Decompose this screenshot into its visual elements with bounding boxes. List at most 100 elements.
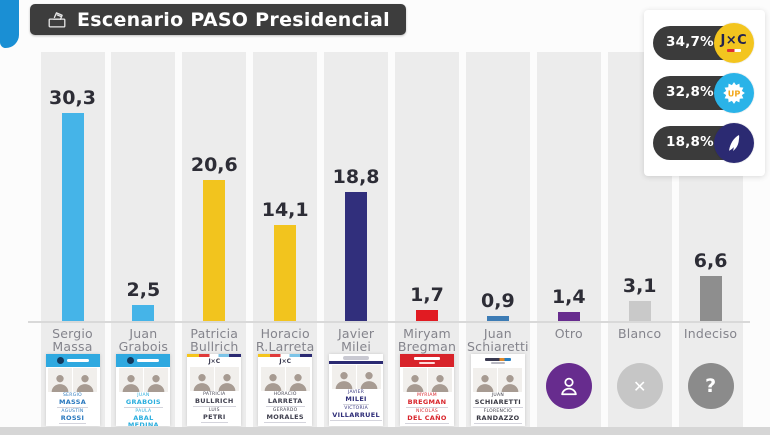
candidate-photo bbox=[331, 365, 356, 389]
bar-value-indeciso: 6,6 bbox=[693, 250, 728, 273]
ballot-box-icon bbox=[46, 9, 68, 31]
legend-item-2: 18,8% bbox=[653, 123, 765, 163]
category-label-massa: Sergio Massa bbox=[52, 326, 93, 354]
ticket-last-name: BULLRICH bbox=[193, 397, 236, 408]
candidate-photo bbox=[356, 365, 381, 389]
ticket-name: MYRIAM BREGMAN bbox=[405, 393, 449, 409]
question-icon: ? bbox=[687, 363, 734, 409]
ticket-first-name: JAVIER bbox=[347, 390, 365, 395]
ticket-first-name: LUIS bbox=[208, 408, 220, 414]
ticket-name: PAULA ABAL MEDINA bbox=[116, 409, 170, 426]
bar-value-schiaretti: 0,9 bbox=[481, 289, 515, 312]
category-label-bregman: Miryam Bregman bbox=[397, 326, 457, 354]
candidate-photos bbox=[260, 367, 310, 391]
up-logo-dot bbox=[56, 357, 64, 364]
title-bar: Escenario PASO Presidencial bbox=[30, 4, 406, 35]
candidate-photo bbox=[260, 367, 285, 391]
candidate-photo bbox=[73, 368, 97, 392]
legend-item-1: 32,8% UP bbox=[653, 73, 765, 113]
bar-value-milei: 18,8 bbox=[332, 166, 380, 189]
ticket-first-name: VICTORIA bbox=[344, 406, 368, 412]
bar-larreta bbox=[274, 224, 297, 322]
ballot-card-massa: SERGIO MASSA AGUSTÍN ROSSI bbox=[45, 354, 100, 426]
fit-logo-bar bbox=[414, 357, 440, 360]
up-sun-logo: UP bbox=[713, 73, 754, 113]
bar-value-otro: 1,4 bbox=[551, 286, 586, 309]
ticket-name: VICTORIA VILLARRUEL bbox=[330, 406, 382, 422]
up-logo-bar bbox=[66, 359, 89, 362]
ticket-first-name: HORACIO bbox=[273, 392, 297, 397]
ticket-last-name: BREGMAN bbox=[405, 398, 449, 409]
up-logo-dot bbox=[127, 357, 135, 364]
ticket-first-name: MYRIAM bbox=[417, 393, 437, 398]
x-axis-line bbox=[28, 321, 750, 323]
ticket-last-name: GRABOIS bbox=[123, 398, 163, 409]
ballot-card-grabois: JUAN GRABOIS PAULA ABAL MEDINA bbox=[116, 354, 171, 426]
ticket-first-name: FLORENCIO bbox=[483, 409, 513, 415]
category-label-grabois: Juan Grabois bbox=[118, 326, 169, 354]
ticket-last-name: LARRETA bbox=[265, 397, 305, 408]
ballot-card-schiaretti: JUAN SCHIARETTI FLORENCIO RANDAZZO bbox=[470, 354, 525, 426]
ticket-last-name: ROSSI bbox=[58, 414, 87, 425]
fit-party-band bbox=[400, 354, 454, 367]
ticket-name: PATRICIA BULLRICH bbox=[193, 392, 236, 408]
ticket-name: JUAN GRABOIS bbox=[123, 393, 163, 409]
ticket-first-name: PAULA bbox=[135, 409, 152, 415]
bar-schiaretti bbox=[486, 315, 509, 322]
blue-corner-tab bbox=[0, 0, 19, 48]
person-icon bbox=[545, 363, 592, 409]
feather-logo bbox=[713, 123, 754, 163]
ticket-name: JUAN SCHIARETTI bbox=[472, 393, 523, 409]
candidate-photos bbox=[331, 365, 381, 389]
category-label-indeciso: Indeciso bbox=[683, 326, 738, 341]
up-party-band bbox=[116, 354, 171, 367]
category-label-bullrich: Patricia Bullrich bbox=[190, 326, 239, 354]
ticket-name: LUIS PETRI bbox=[201, 408, 228, 424]
ballot-card-milei: JAVIER MILEI VICTORIA VILLARRUEL bbox=[329, 354, 384, 426]
bar-value-larreta: 14,1 bbox=[261, 198, 309, 221]
ticket-last-name: SCHIARETTI bbox=[472, 398, 523, 409]
ballot-card-larreta: J×C HORACIO LARRETA GERARDO MORALES bbox=[258, 354, 313, 426]
jxc-color-stripe bbox=[187, 354, 242, 357]
ticket-last-name: MILEI bbox=[343, 395, 369, 406]
candidate-photos bbox=[402, 368, 452, 392]
category-label-milei: Javier Milei bbox=[337, 326, 375, 354]
candidate-photos bbox=[189, 367, 239, 391]
lla-logo-bar bbox=[343, 356, 370, 360]
ticket-last-name: DEL CAÑO bbox=[405, 414, 449, 425]
ticket-last-name: MORALES bbox=[264, 413, 306, 424]
ticket-first-name: PATRICIA bbox=[203, 392, 226, 397]
hacemos-logo-bar bbox=[484, 357, 511, 361]
ticket-first-name: GERARDO bbox=[272, 408, 298, 414]
x-icon: ✕ bbox=[616, 363, 663, 409]
up-logo-bar bbox=[137, 359, 160, 362]
hacemos-logo-bar-small bbox=[490, 362, 505, 364]
bar-massa bbox=[61, 112, 84, 322]
fit-logo-bar-small bbox=[419, 361, 435, 364]
bar-grabois bbox=[132, 304, 155, 322]
candidate-photo bbox=[214, 367, 239, 391]
bar-value-bregman: 1,7 bbox=[410, 284, 444, 307]
ticket-name: AGUSTÍN ROSSI bbox=[58, 409, 87, 425]
ticket-name: NICOLÁS DEL CAÑO bbox=[405, 409, 449, 425]
jxc-logo: J×C bbox=[208, 358, 221, 365]
ticket-name: HORACIO LARRETA bbox=[265, 392, 305, 408]
bar-blanco bbox=[628, 300, 651, 322]
svg-text:UP: UP bbox=[728, 88, 741, 98]
candidate-photos bbox=[473, 368, 523, 392]
legend-item-0: 34,7% J×C bbox=[653, 23, 765, 63]
candidate-photo bbox=[402, 368, 427, 392]
candidate-photo bbox=[498, 368, 523, 392]
coalition-legend-card: 34,7% J×C 32,8% UP 18,8% bbox=[644, 10, 765, 176]
bar-indeciso bbox=[699, 276, 722, 322]
jxc-logo: J×C bbox=[279, 358, 292, 365]
ticket-first-name: SERGIO bbox=[63, 393, 82, 398]
jxc-logo: J×C bbox=[713, 23, 754, 63]
ticket-first-name: JUAN bbox=[491, 393, 505, 398]
candidate-photos bbox=[48, 368, 97, 392]
bar-bregman bbox=[416, 310, 438, 322]
bottom-strip bbox=[0, 427, 770, 435]
ticket-name: JAVIER MILEI bbox=[343, 390, 369, 406]
candidate-photo bbox=[143, 368, 168, 392]
